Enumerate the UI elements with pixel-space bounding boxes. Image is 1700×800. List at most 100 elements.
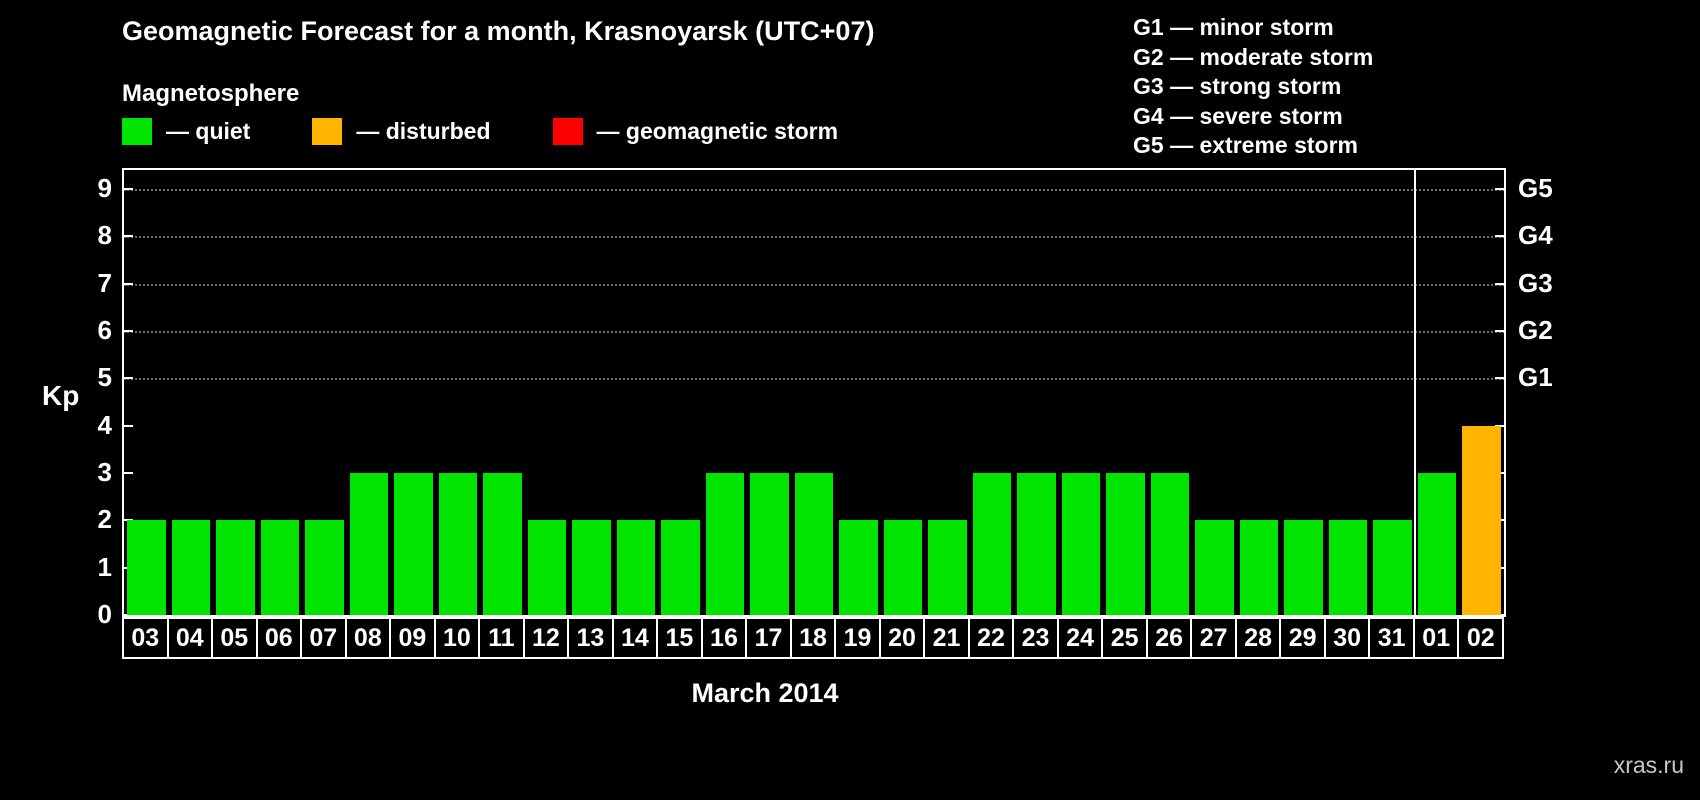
bar-day-04 xyxy=(171,520,211,615)
day-label-28: 28 xyxy=(1234,617,1282,659)
day-label-06: 06 xyxy=(255,617,303,659)
legend-item-disturbed: — disturbed xyxy=(312,118,491,145)
bar-day-25 xyxy=(1106,472,1145,615)
day-label-13: 13 xyxy=(567,617,614,659)
legend-label-disturbed: — disturbed xyxy=(356,118,491,144)
day-label-25: 25 xyxy=(1101,617,1148,659)
legend-item-quiet: — quiet xyxy=(122,118,250,145)
bar-day-20 xyxy=(883,520,923,615)
y-tick-left-6 xyxy=(124,329,133,332)
bar-day-01 xyxy=(1417,472,1457,615)
g-legend-line-1: G1 — minor storm xyxy=(1133,14,1334,40)
day-label-15: 15 xyxy=(656,617,703,659)
y-label-8: 8 xyxy=(97,220,112,251)
y-label-2: 2 xyxy=(97,504,112,535)
day-label-16: 16 xyxy=(700,617,748,659)
day-label-30: 30 xyxy=(1323,617,1371,659)
y-tick-right-5 xyxy=(1495,377,1504,380)
y-tick-left-7 xyxy=(124,282,133,285)
day-label-31: 31 xyxy=(1368,617,1415,659)
storm-swatch xyxy=(552,118,583,145)
day-label-01: 01 xyxy=(1412,617,1460,659)
y-label-7: 7 xyxy=(97,267,112,298)
y-tick-right-6 xyxy=(1495,329,1504,332)
bar-day-03 xyxy=(127,520,166,615)
day-label-20: 20 xyxy=(878,617,926,659)
status-legend: — quiet — disturbed — geomagnetic storm xyxy=(122,118,900,145)
y-tick-right-9 xyxy=(1495,187,1504,190)
day-label-17: 17 xyxy=(745,617,792,659)
bar-day-14 xyxy=(616,520,656,615)
plot-area xyxy=(122,168,1506,617)
g-legend-line-5: G5 — extreme storm xyxy=(1133,132,1358,158)
bar-day-22 xyxy=(972,472,1012,615)
day-label-29: 29 xyxy=(1279,617,1326,659)
y-tick-left-8 xyxy=(124,235,133,238)
day-label-05: 05 xyxy=(211,617,258,659)
bar-day-27 xyxy=(1195,520,1234,615)
y-label-4: 4 xyxy=(97,409,112,440)
day-label-07: 07 xyxy=(300,617,347,659)
day-label-19: 19 xyxy=(834,617,881,659)
bar-day-29 xyxy=(1284,520,1323,615)
y-label-0: 0 xyxy=(97,599,112,629)
bar-day-23 xyxy=(1017,472,1056,615)
y-tick-left-9 xyxy=(124,187,133,190)
watermark: xras.ru xyxy=(1613,752,1684,778)
y-label-5: 5 xyxy=(97,362,112,393)
y-label-6: 6 xyxy=(97,314,112,345)
y-tick-left-2 xyxy=(124,519,133,522)
gridline-kp6 xyxy=(124,330,1504,333)
bar-day-13 xyxy=(572,520,611,615)
y-axis-title: Kp xyxy=(42,380,80,411)
day-label-12: 12 xyxy=(522,617,570,659)
day-label-14: 14 xyxy=(611,617,659,659)
bar-day-08 xyxy=(349,472,389,615)
y-tick-right-4 xyxy=(1495,424,1504,427)
bar-day-06 xyxy=(260,520,300,615)
y-tick-left-5 xyxy=(124,377,133,380)
day-label-03: 03 xyxy=(122,617,169,659)
bar-day-21 xyxy=(928,520,967,615)
bar-day-24 xyxy=(1061,472,1101,615)
g-legend-line-4: G4 — severe storm xyxy=(1133,102,1343,129)
g-legend-line-2: G2 — moderate storm xyxy=(1133,43,1374,70)
gridline-kp8 xyxy=(124,236,1504,239)
y-label-1: 1 xyxy=(97,551,112,582)
y-tick-left-4 xyxy=(124,424,133,427)
y-tick-right-0 xyxy=(1495,614,1504,616)
bar-day-30 xyxy=(1328,520,1368,615)
bar-day-15 xyxy=(661,520,700,615)
gridline-kp9 xyxy=(124,188,1504,191)
legend-label-quiet: — quiet xyxy=(166,118,251,144)
gridline-kp7 xyxy=(124,283,1504,286)
day-label-10: 10 xyxy=(433,617,481,659)
bar-day-11 xyxy=(483,472,522,615)
day-label-27: 27 xyxy=(1190,617,1237,659)
g-label-G1: G1 xyxy=(1518,362,1553,393)
y-label-3: 3 xyxy=(97,456,112,487)
bar-day-07 xyxy=(305,520,344,615)
legend-item-storm: — geomagnetic storm xyxy=(552,118,839,145)
day-label-18: 18 xyxy=(789,617,837,659)
bar-day-12 xyxy=(527,520,567,615)
g-legend-line-3: G3 — strong storm xyxy=(1133,73,1342,99)
bar-day-19 xyxy=(839,520,878,615)
g-scale-legend: G1 — minor storm G2 — moderate storm G3 — … xyxy=(1133,13,1373,161)
bar-day-17 xyxy=(750,472,789,615)
g-label-G5: G5 xyxy=(1518,172,1553,203)
day-label-09: 09 xyxy=(389,617,436,659)
bar-day-26 xyxy=(1150,472,1190,615)
x-axis-day-labels: 03 04 05 06 07 08 09 10 11 12 13 14 15 16 17 18 19 20 21 22… xyxy=(122,617,1506,659)
bar-day-05 xyxy=(216,520,255,615)
y-tick-right-7 xyxy=(1495,282,1504,285)
quiet-swatch xyxy=(122,118,152,145)
gridline-kp5 xyxy=(124,378,1504,381)
disturbed-swatch xyxy=(312,118,343,145)
month-separator xyxy=(1413,170,1416,615)
bar-day-18 xyxy=(794,472,834,615)
bar-day-28 xyxy=(1239,520,1279,615)
legend-label-storm: — geomagnetic storm xyxy=(596,118,839,144)
bar-day-16 xyxy=(705,472,745,615)
